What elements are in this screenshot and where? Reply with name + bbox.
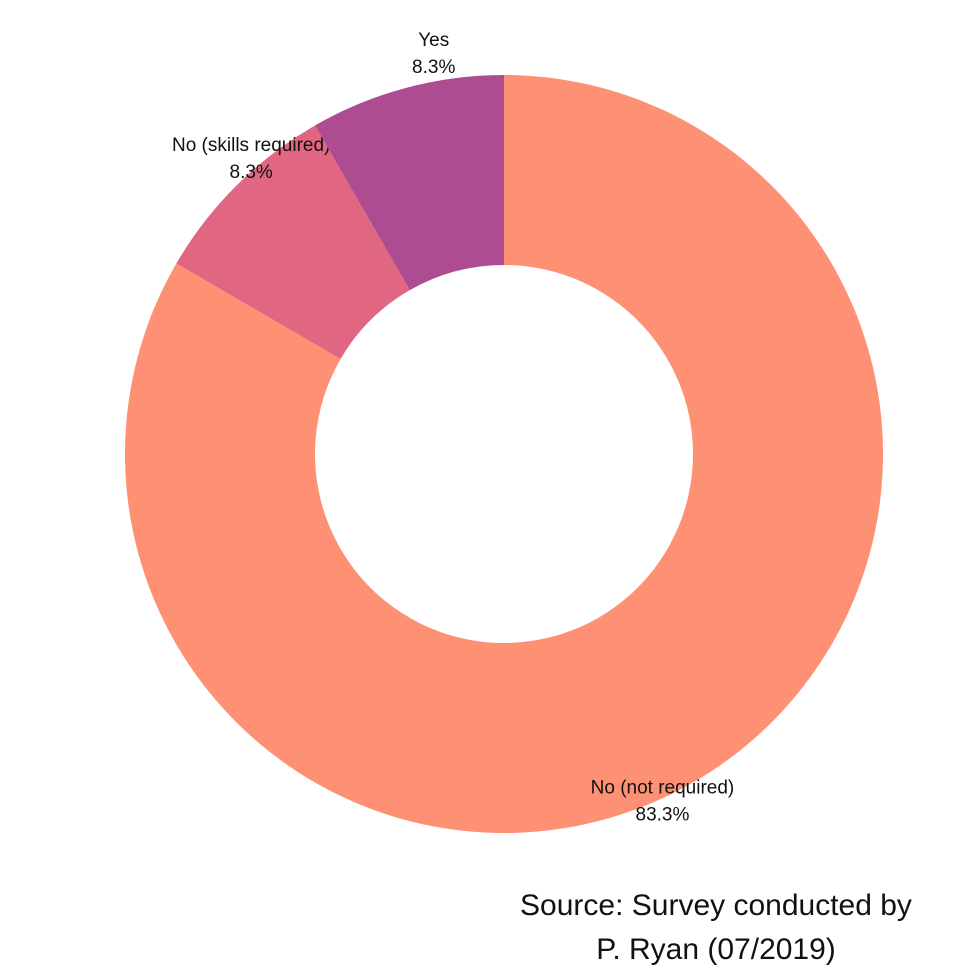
source-line-2: P. Ryan (07/2019) — [596, 933, 836, 966]
slice-no-not-required — [125, 75, 884, 833]
slice-label: No (not required) — [591, 778, 735, 799]
slice-value-label: 8.3% — [412, 57, 455, 78]
slice-label-group: No (skills required) 8.3% — [172, 135, 330, 183]
slice-value-label: 8.3% — [230, 162, 273, 183]
slice-label: No (skills required) — [172, 135, 330, 156]
source-note: Source: Survey conducted by P. Ryan (07/… — [486, 884, 946, 972]
donut-chart: No (not required) 83.3% No (skills require… — [125, 30, 884, 833]
slice-value-label: 83.3% — [636, 805, 690, 826]
slice-label-group: Yes 8.3% — [412, 30, 455, 78]
slice-label: Yes — [418, 30, 449, 51]
slice-yes — [315, 75, 504, 291]
slice-label-group: No (not required) 83.3% — [591, 778, 735, 826]
source-line-1: Source: Survey conducted by — [520, 889, 912, 922]
slice-no-skills-required — [176, 125, 410, 359]
